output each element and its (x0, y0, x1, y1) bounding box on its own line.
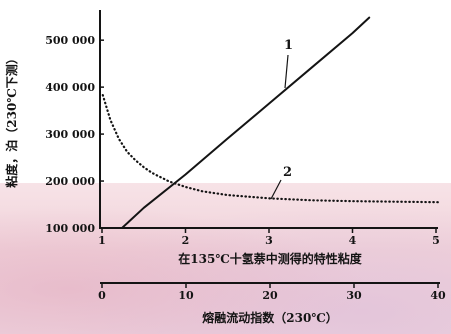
curve-label-2: 2 (283, 165, 292, 180)
y-tick-label: 200 000 (45, 175, 95, 188)
y-tick-label: 400 000 (45, 81, 95, 94)
y-axis-title: 粘度，泊（230℃下测） (4, 52, 19, 187)
x-tick-label: 5 (432, 234, 440, 247)
x-axis-title-melt-index: 熔融流动指数（230℃） (202, 310, 337, 325)
curve-label-leader (284, 54, 289, 89)
curve-label-leader (270, 179, 282, 200)
x-tick-label: 2 (182, 234, 190, 247)
series-line-2 (101, 93, 440, 204)
y-tick-label: 100 000 (45, 222, 95, 235)
x-tick-label: 10 (178, 289, 194, 302)
series-line-1 (121, 16, 371, 229)
x-axis-title-viscosity: 在135℃十氢萘中测得的特性粘度 (178, 251, 362, 266)
x-tick-label: 3 (265, 234, 273, 247)
x-tick-label: 30 (346, 289, 362, 302)
y-tick-label: 500 000 (45, 34, 95, 47)
x-tick-label: 4 (349, 234, 357, 247)
x-tick-label: 1 (98, 234, 106, 247)
x-tick-label: 0 (98, 289, 106, 302)
background-photo (0, 183, 451, 334)
y-tick-label: 300 000 (45, 128, 95, 141)
curve-label-1: 1 (284, 38, 293, 53)
x-tick-label: 20 (262, 289, 278, 302)
x-tick-label: 40 (430, 289, 446, 302)
